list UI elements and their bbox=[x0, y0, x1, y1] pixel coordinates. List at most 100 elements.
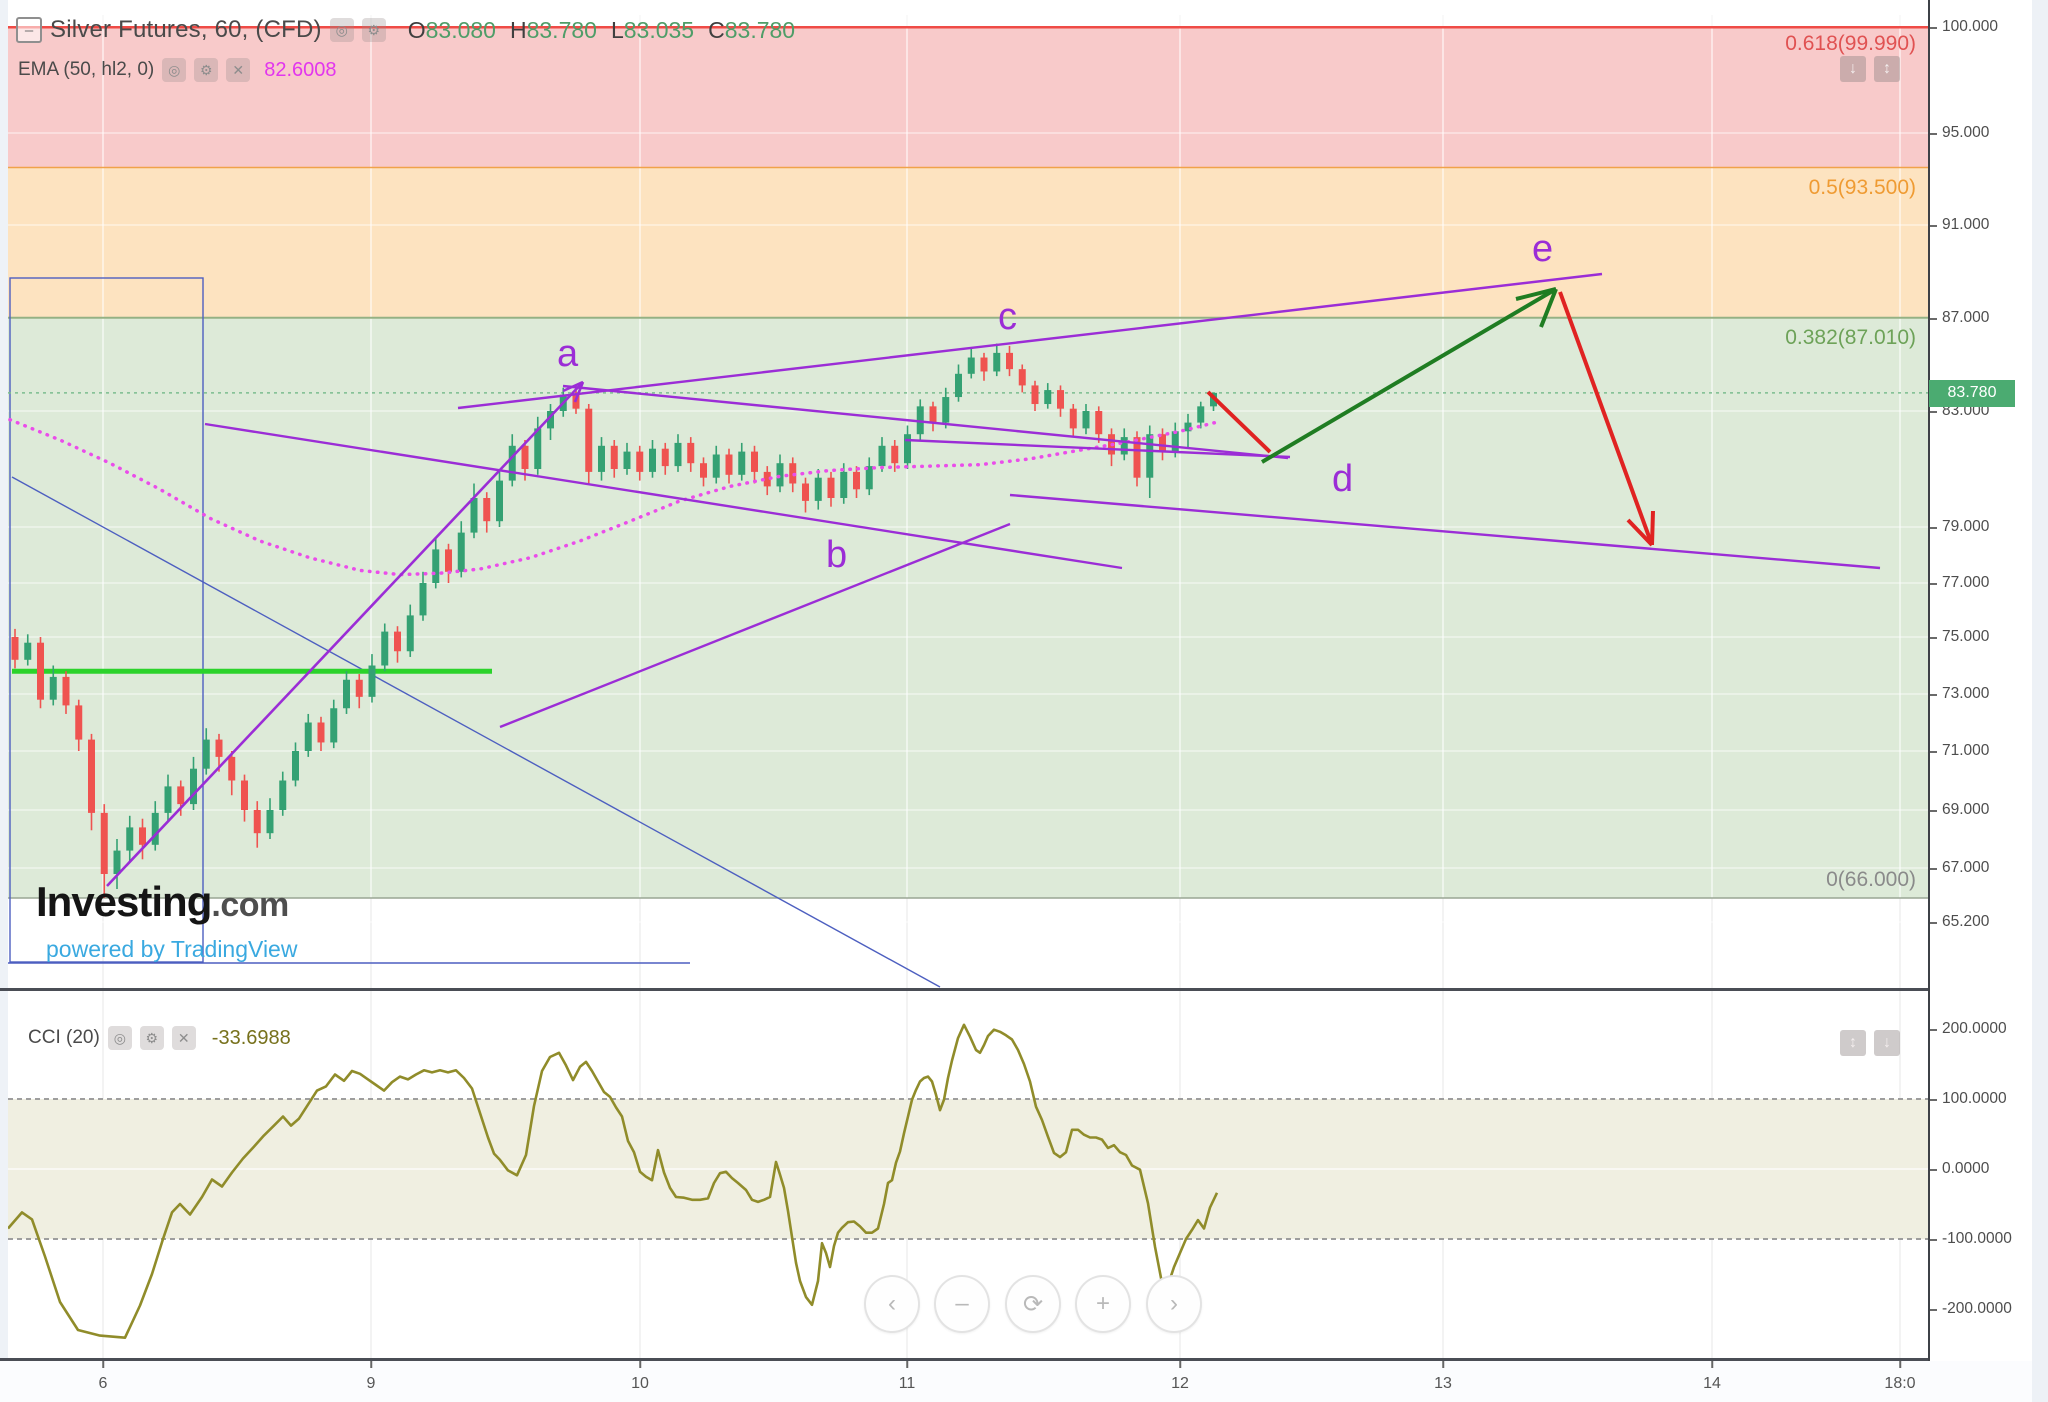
price-tick-label: 75.000 bbox=[1942, 628, 1990, 645]
time-tick-label: 10 bbox=[631, 1375, 649, 1392]
last-price-badge: 83.780 bbox=[1929, 379, 2015, 407]
price-axis-border bbox=[1928, 0, 1930, 1361]
cci-tickmark bbox=[1930, 1309, 1937, 1311]
left-gutter bbox=[0, 0, 8, 1361]
fib-level-05-label: 0.5(93.500) bbox=[1808, 176, 1916, 199]
gear-icon[interactable]: ⚙ bbox=[361, 18, 386, 42]
eye-icon[interactable]: ◎ bbox=[107, 1026, 132, 1050]
ema-legend: EMA (50, hl2, 0) ◎ ⚙ ✕ 82.6008 bbox=[18, 58, 337, 82]
cci-tick-label: -200.0000 bbox=[1942, 1300, 2012, 1317]
symbol-title: Silver Futures, 60, (CFD) bbox=[50, 16, 322, 43]
time-axis[interactable]: 6 9 10 11 12 13 14 18:0 bbox=[0, 1361, 2048, 1402]
price-tickmark bbox=[1930, 225, 1937, 227]
price-tick-label: 65.200 bbox=[1942, 913, 1990, 930]
page-scrollbar[interactable] bbox=[2032, 0, 2048, 1402]
open-label: O bbox=[407, 16, 426, 43]
collapse-icon[interactable]: – bbox=[16, 17, 42, 43]
time-tickmark bbox=[1442, 1361, 1444, 1368]
time-tickmark bbox=[906, 1361, 908, 1368]
wave-label-c: c bbox=[998, 296, 1017, 338]
price-tick-label: 87.000 bbox=[1942, 309, 1990, 326]
chart-bottom-border bbox=[0, 1358, 1929, 1361]
gear-icon[interactable]: ⚙ bbox=[194, 58, 219, 82]
nav-scroll-right-button[interactable]: › bbox=[1146, 1275, 1202, 1333]
nav-scroll-left-button[interactable]: ‹ bbox=[864, 1275, 920, 1333]
cci-label: CCI (20) bbox=[28, 1027, 100, 1048]
price-tick-label: 71.000 bbox=[1942, 742, 1990, 759]
symbol-legend: – Silver Futures, 60, (CFD) ◎ ⚙ O83.080 … bbox=[16, 16, 795, 44]
gear-icon[interactable]: ⚙ bbox=[139, 1026, 164, 1050]
maximize-pane-button[interactable]: ↕ bbox=[1874, 56, 1900, 82]
fib-level-0382-label: 0.382(87.010) bbox=[1785, 326, 1916, 349]
pane-separator[interactable] bbox=[0, 988, 1929, 991]
cci-tickmark bbox=[1930, 1239, 1937, 1241]
high-label: H bbox=[509, 16, 527, 43]
price-tickmark bbox=[1930, 27, 1937, 29]
time-tickmark bbox=[1711, 1361, 1713, 1368]
open-value: 83.080 bbox=[425, 16, 496, 43]
eye-icon[interactable]: ◎ bbox=[329, 18, 354, 42]
price-tick-label: 79.000 bbox=[1942, 518, 1990, 535]
close-icon[interactable]: ✕ bbox=[226, 58, 251, 82]
cci-tick-label: 0.0000 bbox=[1942, 1160, 1990, 1177]
price-tick-label: 73.000 bbox=[1942, 685, 1990, 702]
time-tickmark bbox=[370, 1361, 372, 1368]
maximize-pane-button[interactable]: ↓ bbox=[1874, 1030, 1900, 1056]
watermark: Investing.com powered by TradingView bbox=[36, 878, 297, 963]
cci-tick-label: -100.0000 bbox=[1942, 1230, 2012, 1247]
time-tick-label: 14 bbox=[1703, 1375, 1721, 1392]
time-tickmark bbox=[639, 1361, 641, 1368]
price-tick-label: 100.000 bbox=[1942, 18, 1999, 35]
price-tickmark bbox=[1930, 637, 1937, 639]
price-tickmark bbox=[1930, 318, 1937, 320]
cci-tickmark bbox=[1930, 1169, 1937, 1171]
price-tickmark bbox=[1930, 133, 1937, 135]
close-label: C bbox=[708, 16, 725, 43]
brand-logo-suffix: .com bbox=[211, 886, 289, 924]
wave-label-d: d bbox=[1332, 458, 1354, 500]
nav-zoom-out-button[interactable]: – bbox=[934, 1275, 990, 1333]
price-tickmark bbox=[1930, 527, 1937, 529]
move-pane-up-button[interactable]: ↕ bbox=[1840, 1030, 1866, 1056]
nav-zoom-in-button[interactable]: + bbox=[1075, 1275, 1131, 1333]
price-tickmark bbox=[1930, 751, 1937, 753]
eye-icon[interactable]: ◎ bbox=[162, 58, 187, 82]
ohlc-values: O83.080 H83.780 L83.035 C83.780 bbox=[408, 17, 795, 44]
price-tick-label: 77.000 bbox=[1942, 574, 1990, 591]
ema-value: 82.6008 bbox=[264, 58, 337, 81]
cci-tick-label: 200.0000 bbox=[1942, 1020, 2007, 1037]
price-tickmark bbox=[1930, 810, 1937, 812]
time-tickmark bbox=[1899, 1361, 1901, 1368]
price-tickmark bbox=[1930, 868, 1937, 870]
wave-label-e: e bbox=[1532, 228, 1554, 270]
time-tick-label: 9 bbox=[366, 1375, 376, 1392]
cci-tick-label: 100.0000 bbox=[1942, 1090, 2007, 1107]
time-tick-label: 6 bbox=[98, 1375, 108, 1392]
fib-level-0-label: 0(66.000) bbox=[1826, 868, 1916, 891]
low-label: L bbox=[610, 16, 624, 43]
wave-label-a: a bbox=[557, 333, 579, 375]
high-value: 83.780 bbox=[526, 16, 597, 43]
close-value: 83.780 bbox=[724, 16, 796, 43]
time-tick-label: 12 bbox=[1171, 1375, 1189, 1392]
price-tick-label: 67.000 bbox=[1942, 859, 1990, 876]
price-tick-label: 95.000 bbox=[1942, 124, 1990, 141]
time-tick-label: 11 bbox=[898, 1375, 916, 1392]
powered-by-link[interactable]: powered by TradingView bbox=[46, 936, 298, 962]
price-tickmark bbox=[1930, 583, 1937, 585]
time-tickmark bbox=[1179, 1361, 1181, 1368]
price-tickmark bbox=[1930, 694, 1937, 696]
time-tick-label: 13 bbox=[1434, 1375, 1452, 1392]
wave-label-b: b bbox=[826, 534, 848, 576]
nav-reset-button[interactable]: ⟳ bbox=[1005, 1275, 1061, 1333]
cci-legend: CCI (20) ◎ ⚙ ✕ -33.6988 bbox=[28, 1026, 291, 1050]
close-icon[interactable]: ✕ bbox=[171, 1026, 196, 1050]
ema-label: EMA (50, hl2, 0) bbox=[18, 59, 155, 80]
price-axis[interactable]: 100.000 95.000 91.000 87.000 83.000 79.000 77.… bbox=[1930, 0, 2032, 1361]
time-tickmark bbox=[102, 1361, 104, 1368]
cci-tickmark bbox=[1930, 1029, 1937, 1031]
move-pane-down-button[interactable]: ↓ bbox=[1840, 56, 1866, 82]
cci-value: -33.6988 bbox=[211, 1026, 291, 1049]
